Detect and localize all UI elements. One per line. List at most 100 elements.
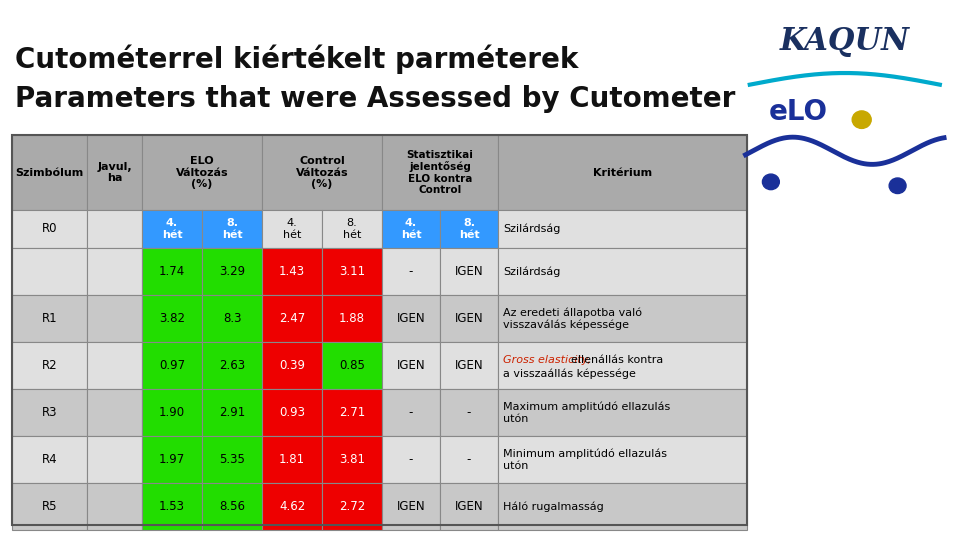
Bar: [142, 135, 262, 210]
Bar: [382, 135, 498, 210]
Bar: [87, 436, 142, 483]
Bar: [142, 342, 202, 389]
Bar: [142, 210, 202, 248]
Bar: [440, 436, 498, 483]
Text: 3.29: 3.29: [219, 265, 245, 278]
Bar: [262, 210, 322, 248]
Text: -: -: [409, 406, 413, 419]
Text: Minimum amplitúdó ellazulás
utón: Minimum amplitúdó ellazulás utón: [503, 448, 667, 470]
Bar: [202, 342, 262, 389]
Text: 0.93: 0.93: [279, 406, 305, 419]
Text: Háló rugalmasság: Háló rugalmasság: [503, 501, 604, 512]
Bar: [87, 135, 142, 210]
Text: 3.11: 3.11: [339, 265, 365, 278]
Text: 8.56: 8.56: [219, 500, 245, 513]
Text: 1.88: 1.88: [339, 312, 365, 325]
Text: IGEN: IGEN: [396, 359, 425, 372]
Text: 2.47: 2.47: [278, 312, 305, 325]
Bar: [142, 436, 202, 483]
Bar: [12, 210, 87, 248]
Text: 0.85: 0.85: [339, 359, 365, 372]
Bar: [498, 135, 747, 210]
Text: 3.82: 3.82: [159, 312, 185, 325]
Text: Szimbólum: Szimbólum: [15, 167, 84, 178]
Bar: [440, 389, 498, 436]
Bar: [322, 436, 382, 483]
Bar: [262, 483, 322, 530]
Text: -: -: [409, 265, 413, 278]
Bar: [382, 389, 440, 436]
Text: 4.
hét: 4. hét: [283, 218, 301, 240]
Bar: [382, 342, 440, 389]
Text: 1.74: 1.74: [158, 265, 185, 278]
Bar: [498, 248, 747, 295]
Text: IGEN: IGEN: [396, 312, 425, 325]
Bar: [12, 295, 87, 342]
Circle shape: [762, 174, 780, 190]
Text: Maximum amplitúdó ellazulás
utón: Maximum amplitúdó ellazulás utón: [503, 401, 670, 423]
Text: 1.90: 1.90: [159, 406, 185, 419]
Text: eLO: eLO: [769, 98, 828, 126]
Bar: [202, 389, 262, 436]
Bar: [440, 248, 498, 295]
Text: IGEN: IGEN: [455, 265, 483, 278]
Bar: [262, 295, 322, 342]
Text: 0.39: 0.39: [279, 359, 305, 372]
Circle shape: [852, 111, 872, 129]
Text: ELO
Változás
(%): ELO Változás (%): [176, 156, 228, 189]
Bar: [322, 248, 382, 295]
Bar: [382, 210, 440, 248]
Bar: [498, 210, 747, 248]
Bar: [262, 135, 382, 210]
Bar: [262, 436, 322, 483]
Bar: [498, 389, 747, 436]
Text: IGEN: IGEN: [455, 312, 483, 325]
Bar: [87, 389, 142, 436]
Bar: [262, 342, 322, 389]
Bar: [12, 389, 87, 436]
Text: 1.43: 1.43: [279, 265, 305, 278]
Text: Szilárdság: Szilárdság: [503, 224, 561, 234]
Bar: [262, 389, 322, 436]
Text: 1.53: 1.53: [159, 500, 185, 513]
Text: R2: R2: [41, 359, 58, 372]
Bar: [440, 342, 498, 389]
Text: Gross elasticity,: Gross elasticity,: [503, 355, 591, 365]
Bar: [12, 483, 87, 530]
Bar: [382, 248, 440, 295]
Text: R4: R4: [41, 453, 58, 466]
Bar: [12, 135, 747, 525]
Text: R1: R1: [41, 312, 58, 325]
Bar: [202, 483, 262, 530]
Bar: [322, 210, 382, 248]
Text: 4.
hét: 4. hét: [161, 218, 182, 240]
Text: 8.
hét: 8. hét: [343, 218, 361, 240]
Bar: [202, 248, 262, 295]
Text: -: -: [467, 453, 471, 466]
Text: -: -: [409, 453, 413, 466]
Bar: [202, 436, 262, 483]
Bar: [262, 248, 322, 295]
Bar: [142, 389, 202, 436]
Bar: [87, 248, 142, 295]
Text: IGEN: IGEN: [455, 500, 483, 513]
Text: 2.91: 2.91: [219, 406, 245, 419]
Text: Parameters that were Assessed by Cutometer: Parameters that were Assessed by Cutomet…: [15, 85, 735, 113]
Text: 1.97: 1.97: [158, 453, 185, 466]
Bar: [87, 342, 142, 389]
Text: 8.
hét: 8. hét: [459, 218, 479, 240]
Bar: [382, 483, 440, 530]
Bar: [322, 483, 382, 530]
Bar: [498, 436, 747, 483]
Text: 0.97: 0.97: [159, 359, 185, 372]
Text: 3.81: 3.81: [339, 453, 365, 466]
Bar: [87, 210, 142, 248]
Bar: [440, 210, 498, 248]
Bar: [322, 342, 382, 389]
Bar: [87, 295, 142, 342]
Bar: [12, 436, 87, 483]
Bar: [202, 295, 262, 342]
Bar: [142, 295, 202, 342]
Text: 8.
hét: 8. hét: [222, 218, 242, 240]
Bar: [12, 135, 87, 210]
